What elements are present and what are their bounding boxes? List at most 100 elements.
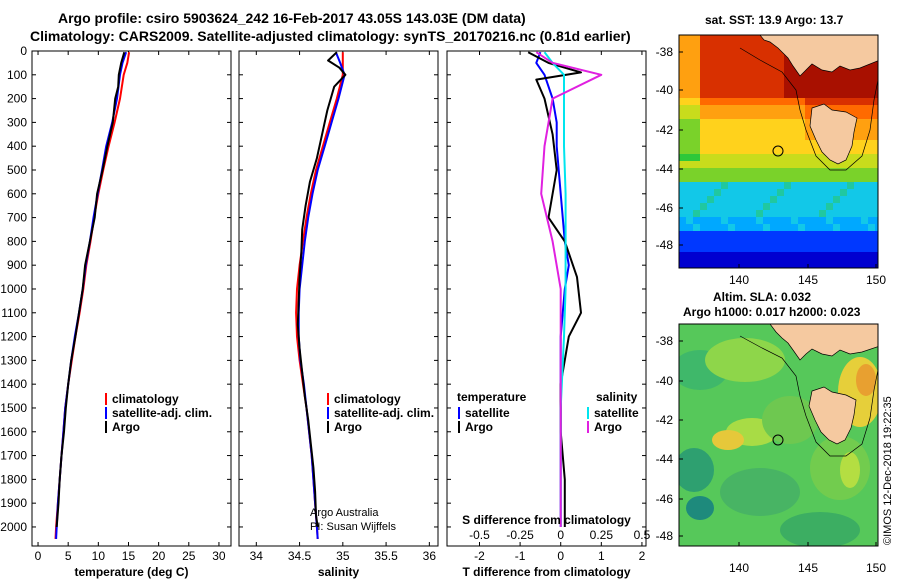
differences-s-tick-label: 0.5: [634, 528, 651, 542]
depth-tick-label: 300: [7, 115, 27, 129]
chart-title-line1: Argo profile: csiro 5903624_242 16-Feb-2…: [58, 10, 526, 26]
sst-shelf-contour: [739, 47, 878, 171]
sla-lon-tick-label: 150: [866, 561, 886, 575]
sst-map-field: [679, 35, 878, 268]
differences-series-s-argo: [535, 51, 603, 527]
salinity-xtick-label: 35: [336, 549, 350, 563]
sla-map: -38 -40 -42 -44 -46 -48 140 145 150: [656, 323, 886, 575]
salinity-xtick-label: 35.5: [374, 549, 398, 563]
depth-tick-label: 1200: [0, 330, 27, 344]
differences-xtick-label: -2: [474, 549, 485, 563]
legend-title-salinity: salinity: [596, 390, 638, 404]
differences-xtick-label: 1: [598, 549, 605, 563]
sla-lat-tick-label: -38: [656, 334, 674, 348]
legend-label: satellite: [465, 406, 510, 420]
salinity-xtick-label: 36: [423, 549, 437, 563]
differences-xtick-label: 2: [639, 549, 646, 563]
sla-lat-tick-label: -48: [656, 529, 674, 543]
salinity-panel: 34 34.5 35 35.5 36 salinity climatologysatelli…: [238, 50, 439, 579]
credit-line1: Argo Australia: [310, 507, 379, 519]
depth-tick-label: 1800: [0, 472, 27, 486]
sst-map-title: sat. SST: 13.9 Argo: 13.7: [705, 13, 844, 27]
sst-lat-tick-label: -44: [656, 162, 674, 176]
differences-s-tick-label: 0.25: [590, 528, 614, 542]
temperature-xtick-label: 25: [182, 549, 196, 563]
temperature-series-argo: [55, 51, 126, 528]
legend-label: satellite: [594, 406, 639, 420]
legend-label: climatology: [334, 392, 401, 406]
temperature-frame: [31, 50, 232, 547]
differences-panel: -2 -1 0 1 2 T difference from climatology temp…: [446, 50, 651, 579]
salinity-series-satellite-adj-clim-: [297, 51, 346, 539]
sla-argo-marker: [772, 434, 784, 446]
temperature-series-satellite-adj-clim-: [55, 51, 128, 539]
sst-argo-marker: [772, 145, 784, 157]
sla-lat-tick-label: -40: [656, 374, 674, 388]
depth-tick-label: 800: [7, 234, 27, 248]
sla-map-field: [679, 324, 878, 546]
differences-series-s-satellite: [543, 51, 567, 527]
sst-lon-tick-label: 140: [729, 273, 749, 287]
sst-lat-tick-label: -48: [656, 238, 674, 252]
sst-lat-tick-label: -40: [656, 83, 674, 97]
timestamp: ©IMOS 12-Dec-2018 19:22:35: [882, 396, 894, 545]
temperature-panel: 0100200300400500600700800900100011001200…: [0, 44, 232, 579]
sla-lon-tick-label: 145: [798, 561, 818, 575]
sla-mainland-land: [769, 324, 878, 361]
legend-label: Argo: [334, 420, 362, 434]
depth-tick-label: 600: [7, 187, 27, 201]
temperature-xtick-label: 10: [92, 549, 106, 563]
differences-xtick-label: -1: [515, 549, 526, 563]
temperature-xtick-label: 0: [35, 549, 42, 563]
sla-lat-tick-label: -42: [656, 413, 674, 427]
sla-map-title-line1: Altim. SLA: 0.032: [713, 290, 812, 304]
sst-map-frame: [678, 34, 879, 269]
sla-lat-tick-label: -46: [656, 492, 674, 506]
salinity-xtick-label: 34: [250, 549, 264, 563]
depth-tick-label: 900: [7, 258, 27, 272]
temperature-series-climatology: [54, 52, 131, 539]
sst-lat-tick-label: -38: [656, 45, 674, 59]
temperature-xlabel: temperature (deg C): [74, 565, 188, 579]
depth-tick-label: 1700: [0, 449, 27, 463]
depth-tick-label: 700: [7, 211, 27, 225]
legend-label: Argo: [112, 420, 140, 434]
temperature-xtick-label: 15: [122, 549, 136, 563]
chart-title-line2: Climatology: CARS2009. Satellite-adjuste…: [30, 28, 631, 44]
salinity-frame: [238, 50, 439, 547]
differences-series-t-argo: [527, 51, 582, 527]
depth-tick-label: 1500: [0, 401, 27, 415]
legend-title-temperature: temperature: [457, 390, 527, 404]
salinity-xlabel: salinity: [318, 565, 360, 579]
legend-label: satellite-adj. clim.: [112, 406, 212, 420]
depth-tick-label: 1300: [0, 353, 27, 367]
depth-tick-label: 500: [7, 163, 27, 177]
differences-xlabel2: S difference from climatology: [462, 513, 631, 527]
sst-lat-tick-label: -42: [656, 123, 674, 137]
depth-tick-label: 100: [7, 68, 27, 82]
sla-lat-tick-label: -44: [656, 452, 674, 466]
differences-xlabel: T difference from climatology: [462, 565, 630, 579]
sla-shelf-contour: [739, 335, 878, 457]
legend-label: Argo: [465, 420, 493, 434]
sst-lon-tick-label: 150: [866, 273, 886, 287]
depth-tick-label: 1900: [0, 496, 27, 510]
depth-tick-label: 200: [7, 92, 27, 106]
differences-frame: [446, 50, 647, 547]
credit-line2: PI: Susan Wijffels: [310, 521, 396, 533]
legend-label: Argo: [594, 420, 622, 434]
salinity-series-argo: [296, 51, 347, 528]
differences-s-tick-label: -0.5: [469, 528, 490, 542]
sst-map: -38 -40 -42 -44 -46 -48 140 145 150: [656, 34, 886, 287]
depth-tick-label: 1400: [0, 377, 27, 391]
depth-tick-label: 1100: [1, 306, 27, 320]
differences-s-tick-label: -0.25: [506, 528, 534, 542]
sst-lon-tick-label: 145: [798, 273, 818, 287]
sst-tasmania-land: [809, 103, 858, 165]
sst-lat-tick-label: -46: [656, 201, 674, 215]
sla-map-title-line2: Argo h1000: 0.017 h2000: 0.023: [683, 305, 861, 319]
differences-xtick-label: 0: [557, 549, 564, 563]
depth-tick-label: 400: [7, 139, 27, 153]
temperature-xtick-label: 30: [212, 549, 226, 563]
